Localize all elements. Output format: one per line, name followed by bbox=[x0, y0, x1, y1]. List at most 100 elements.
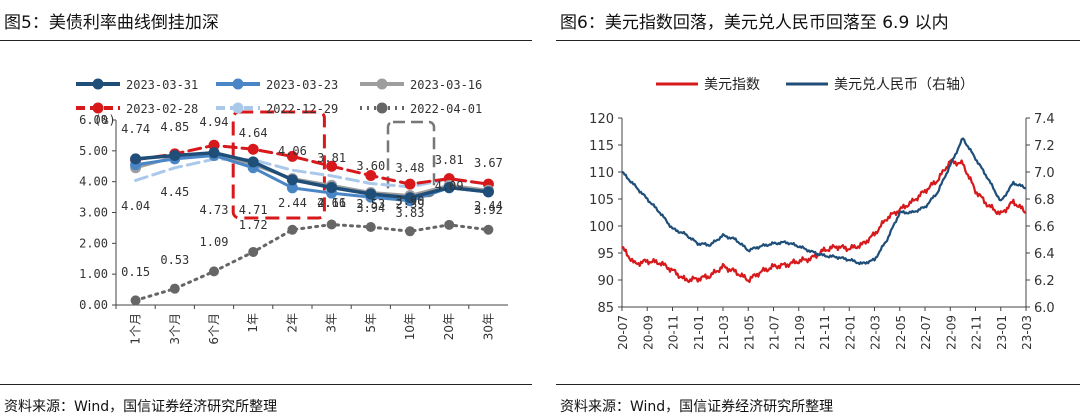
x-tick-label: 21-01 bbox=[692, 315, 706, 350]
series-line-2023-03-31 bbox=[133, 150, 491, 200]
data-label: 3.60 bbox=[356, 159, 385, 173]
x-tick-label: 23-03 bbox=[1020, 315, 1034, 350]
data-label: 2.53 bbox=[356, 197, 385, 211]
data-point-2022-04-01 bbox=[169, 283, 180, 294]
right-tick-label: 6.8 bbox=[1034, 193, 1055, 208]
data-point-2022-04-01 bbox=[326, 219, 337, 230]
left-tick-label: 100 bbox=[589, 220, 614, 235]
data-point-2022-04-01 bbox=[209, 266, 219, 277]
data-label: 3.92 bbox=[474, 203, 503, 217]
data-label: 4.06 bbox=[278, 144, 307, 158]
data-label: 4.16 bbox=[317, 196, 346, 210]
data-point-2023-03-31 bbox=[365, 188, 377, 200]
data-label: 3.94 bbox=[356, 201, 385, 215]
data-label: 2.39 bbox=[396, 197, 425, 211]
left-tick-label: 110 bbox=[589, 166, 614, 181]
data-label: 0.53 bbox=[160, 253, 189, 267]
data-point-2022-04-01 bbox=[483, 224, 494, 235]
data-point-2023-03-31 bbox=[130, 153, 142, 165]
x-tick-label: 20-11 bbox=[667, 315, 681, 350]
data-point-2023-03-31 bbox=[482, 186, 494, 198]
figure-5-top-rule bbox=[0, 40, 532, 41]
data-label: 3.90 bbox=[396, 194, 425, 208]
data-label: 4.85 bbox=[160, 120, 189, 134]
data-point-2023-02-28 bbox=[286, 150, 298, 162]
data-point-2023-03-23 bbox=[286, 182, 298, 194]
y-axis-unit: (%) bbox=[94, 113, 116, 127]
data-label: 3.83 bbox=[396, 206, 425, 220]
data-point-2023-03-31 bbox=[169, 149, 181, 161]
data-label: 2.44 bbox=[474, 199, 503, 213]
legend-label: 2022-12-29 bbox=[266, 102, 338, 116]
data-point-2023-03-31 bbox=[404, 192, 416, 204]
data-label: 4.94 bbox=[200, 115, 229, 129]
x-tick-label: 20-07 bbox=[616, 315, 630, 350]
data-point-2022-04-01 bbox=[248, 246, 259, 257]
left-tick-label: 85 bbox=[597, 301, 614, 316]
data-label: 4.45 bbox=[160, 185, 189, 199]
x-tick-label: 20年 bbox=[442, 313, 456, 340]
x-tick-label: 22-05 bbox=[894, 315, 908, 350]
legend-swatch-marker bbox=[376, 102, 388, 114]
y-tick-label: 0.00 bbox=[79, 298, 108, 312]
figure-5-panel: 图5：美债利率曲线倒挂加深 0.00 1.00 2.00 3.00 4.00 5.00 6.… bbox=[0, 0, 532, 420]
data-label: 2.61 bbox=[317, 196, 346, 210]
x-tick-label: 23-01 bbox=[995, 315, 1009, 350]
series-line-dxy bbox=[621, 158, 1026, 284]
data-point-2023-03-31 bbox=[443, 182, 455, 194]
legend-swatch-marker bbox=[232, 78, 244, 90]
left-tick-label: 90 bbox=[597, 274, 614, 289]
x-tick-label: 2年 bbox=[285, 313, 299, 333]
data-label: 1.09 bbox=[200, 235, 229, 249]
right-tick-label: 6.2 bbox=[1034, 274, 1055, 289]
x-tick-label: 22-07 bbox=[919, 315, 933, 350]
x-tick-label: 1个月 bbox=[129, 313, 143, 345]
right-tick-label: 6.6 bbox=[1034, 220, 1055, 235]
data-point-2023-02-28 bbox=[404, 178, 416, 190]
left-tick-label: 95 bbox=[597, 247, 614, 262]
data-point-2023-03-31 bbox=[286, 174, 298, 186]
legend-swatch-marker bbox=[92, 78, 104, 90]
data-label: 3.48 bbox=[396, 161, 425, 175]
data-point-2023-03-31 bbox=[208, 147, 220, 159]
data-point-2022-04-01 bbox=[365, 221, 376, 232]
data-label: 3.81 bbox=[317, 151, 346, 165]
data-label: 4.74 bbox=[121, 122, 150, 136]
data-label: 4.73 bbox=[200, 203, 229, 217]
data-point-2023-03-31 bbox=[247, 156, 259, 168]
right-tick-label: 6.0 bbox=[1034, 301, 1055, 316]
y-tick-label: 5.00 bbox=[79, 144, 108, 158]
x-tick-label: 3年 bbox=[325, 313, 339, 333]
series-line-2022-04-01 bbox=[134, 223, 490, 302]
legend-label-usdcny: 美元兑人民币（右轴） bbox=[834, 77, 974, 93]
data-point-2022-04-01 bbox=[405, 226, 415, 237]
x-tick-label: 21-05 bbox=[742, 315, 756, 350]
series-line-2023-02-28 bbox=[134, 143, 490, 186]
figure-6-source: 资料来源：Wind，国信证券经济研究所整理 bbox=[560, 399, 834, 415]
x-tick-label: 21-03 bbox=[717, 315, 731, 350]
left-tick-label: 105 bbox=[589, 193, 614, 208]
right-tick-label: 6.4 bbox=[1034, 247, 1055, 262]
dxy-usdcny-chart: 85 90 95 100 105 110 115 120 6.0 6.2 6.4 6.6 6.8 7.0 7… bbox=[589, 77, 1055, 350]
x-tick-label: 20-09 bbox=[641, 315, 655, 350]
y-tick-label: 2.00 bbox=[79, 236, 108, 250]
y-tick-label: 3.00 bbox=[79, 206, 108, 220]
right-tick-label: 7.0 bbox=[1034, 166, 1055, 181]
y-tick-label: 1.00 bbox=[79, 267, 108, 281]
x-tick-label: 30年 bbox=[481, 313, 495, 340]
figure-6-top-rule bbox=[556, 40, 1080, 41]
data-point-2022-04-01 bbox=[287, 224, 298, 235]
figure-6-panel: 图6：美元指数回落，美元兑人民币回落至 6.9 以内 85 90 95 100 105 1… bbox=[556, 0, 1080, 420]
legend-swatch-marker bbox=[92, 102, 104, 114]
figure-5-title: 图5：美债利率曲线倒挂加深 bbox=[4, 13, 219, 33]
y-tick-label: 6.00 bbox=[79, 113, 108, 127]
x-tick-label: 21-11 bbox=[818, 315, 832, 350]
figure-5-bottom-rule bbox=[0, 384, 532, 385]
data-label: 4.64 bbox=[239, 126, 268, 140]
data-point-2022-04-01 bbox=[444, 219, 455, 230]
x-tick-label: 6个月 bbox=[207, 313, 221, 345]
legend-label: 2022-04-01 bbox=[410, 102, 482, 116]
right-tick-label: 7.4 bbox=[1034, 112, 1055, 127]
data-point-2023-02-28 bbox=[365, 170, 377, 181]
left-tick-label: 115 bbox=[589, 139, 614, 154]
